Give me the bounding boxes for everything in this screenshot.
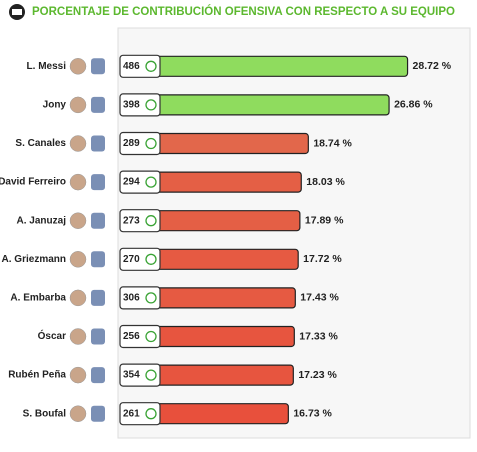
- count-label: 398: [123, 100, 140, 111]
- value-label: 17.72 %: [303, 253, 342, 265]
- logo-icon-detail: [12, 9, 22, 15]
- ball-icon: [145, 137, 157, 150]
- bar: [121, 94, 390, 116]
- value-label: 26.86 %: [394, 99, 433, 111]
- chart-title: PORCENTAJE DE CONTRIBUCIÓN OFENSIVA CON …: [32, 5, 455, 18]
- value-label: 18.74 %: [313, 137, 352, 149]
- count-label: 294: [123, 177, 140, 188]
- player-avatar: [69, 58, 87, 75]
- count-label: 486: [123, 61, 140, 72]
- value-label: 16.73 %: [293, 407, 332, 419]
- category-label: David Ferreiro: [0, 177, 66, 188]
- bar: [121, 55, 409, 77]
- value-label: 17.89 %: [305, 214, 344, 226]
- player-avatar: [69, 96, 87, 114]
- category-label: Rubén Peña: [8, 370, 66, 381]
- ball-icon: [145, 99, 157, 111]
- team-badge: [91, 367, 105, 384]
- category-label: S. Boufal: [23, 408, 67, 419]
- count-label: 270: [123, 254, 140, 265]
- category-label: A. Embarba: [10, 293, 66, 304]
- value-label: 17.23 %: [298, 369, 337, 381]
- team-badge: [91, 405, 105, 422]
- category-label: L. Messi: [27, 61, 67, 72]
- count-label: 256: [123, 331, 140, 342]
- count-label: 261: [123, 408, 140, 419]
- ball-icon: [145, 215, 157, 227]
- player-avatar: [69, 366, 87, 384]
- ball-icon: [145, 176, 157, 188]
- count-label: 306: [123, 293, 140, 304]
- team-badge: [91, 328, 105, 345]
- ball-icon: [145, 253, 157, 265]
- value-label: 17.43 %: [300, 292, 339, 304]
- count-label: 354: [123, 370, 140, 381]
- count-label: 273: [123, 215, 140, 226]
- category-label: A. Griezmann: [2, 254, 66, 265]
- category-label: A. Januzaj: [17, 215, 67, 226]
- player-avatar: [69, 212, 87, 229]
- category-label: Jony: [43, 100, 67, 111]
- count-label: 289: [123, 138, 140, 149]
- value-label: 18.03 %: [306, 176, 345, 188]
- category-label: Óscar: [38, 329, 66, 342]
- category-label: S. Canales: [15, 138, 66, 149]
- player-avatar: [69, 135, 87, 152]
- ball-icon: [145, 408, 157, 420]
- value-label: 28.72 %: [413, 60, 452, 72]
- player-avatar: [69, 405, 87, 422]
- team-badge: [91, 289, 105, 306]
- player-avatar: [69, 251, 87, 268]
- team-badge: [91, 135, 105, 152]
- ball-icon: [145, 330, 157, 343]
- ball-icon: [145, 60, 157, 72]
- ball-icon: [145, 292, 157, 304]
- player-avatar: [69, 173, 87, 191]
- player-avatar: [69, 289, 87, 307]
- team-badge: [91, 251, 105, 268]
- team-badge: [91, 96, 105, 113]
- value-label: 17.33 %: [299, 330, 338, 342]
- team-badge: [91, 174, 105, 191]
- team-badge: [91, 212, 105, 229]
- player-avatar: [69, 328, 87, 345]
- team-badge: [91, 58, 105, 75]
- ball-icon: [145, 369, 157, 381]
